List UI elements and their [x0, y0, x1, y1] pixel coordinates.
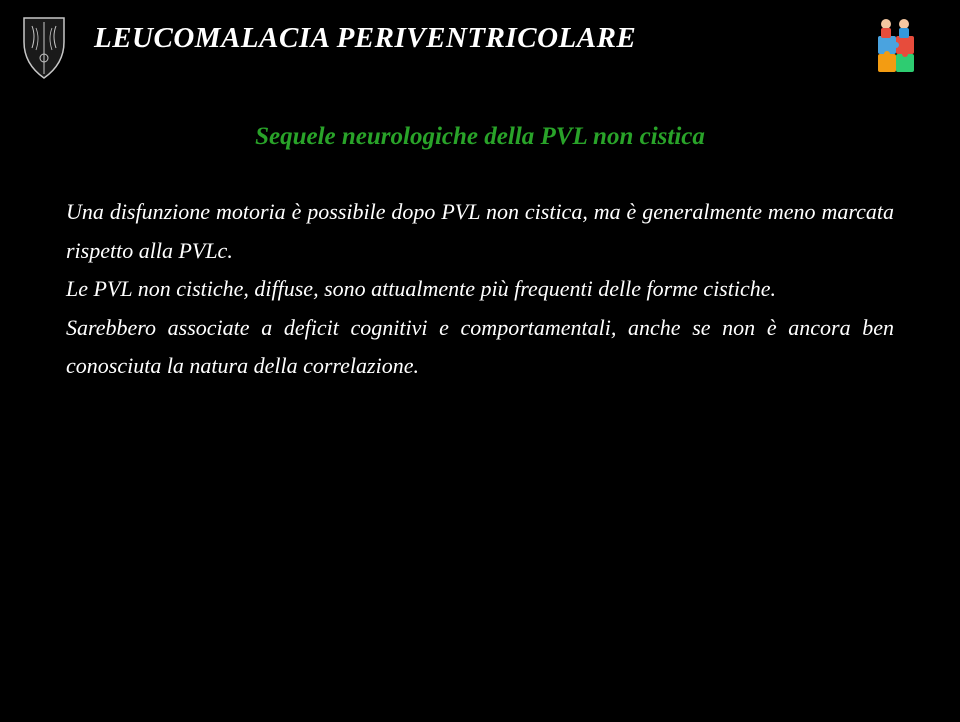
slide-subtitle: Sequele neurologiche della PVL non cisti…: [60, 123, 900, 151]
slide-container: LEUCOMALACIA PERIVENTRICOLARE Sequele ne…: [0, 0, 960, 722]
body-paragraph: Sarebbero associate a deficit cognitivi …: [66, 309, 894, 386]
puzzle-children-icon: [850, 14, 936, 74]
top-icon-bar: [18, 14, 936, 82]
crest-icon: [18, 14, 70, 82]
slide-body: Una disfunzione motoria è possibile dopo…: [60, 193, 900, 386]
body-paragraph: Le PVL non cistiche, diffuse, sono attua…: [66, 270, 894, 309]
body-paragraph: Una disfunzione motoria è possibile dopo…: [66, 193, 894, 270]
